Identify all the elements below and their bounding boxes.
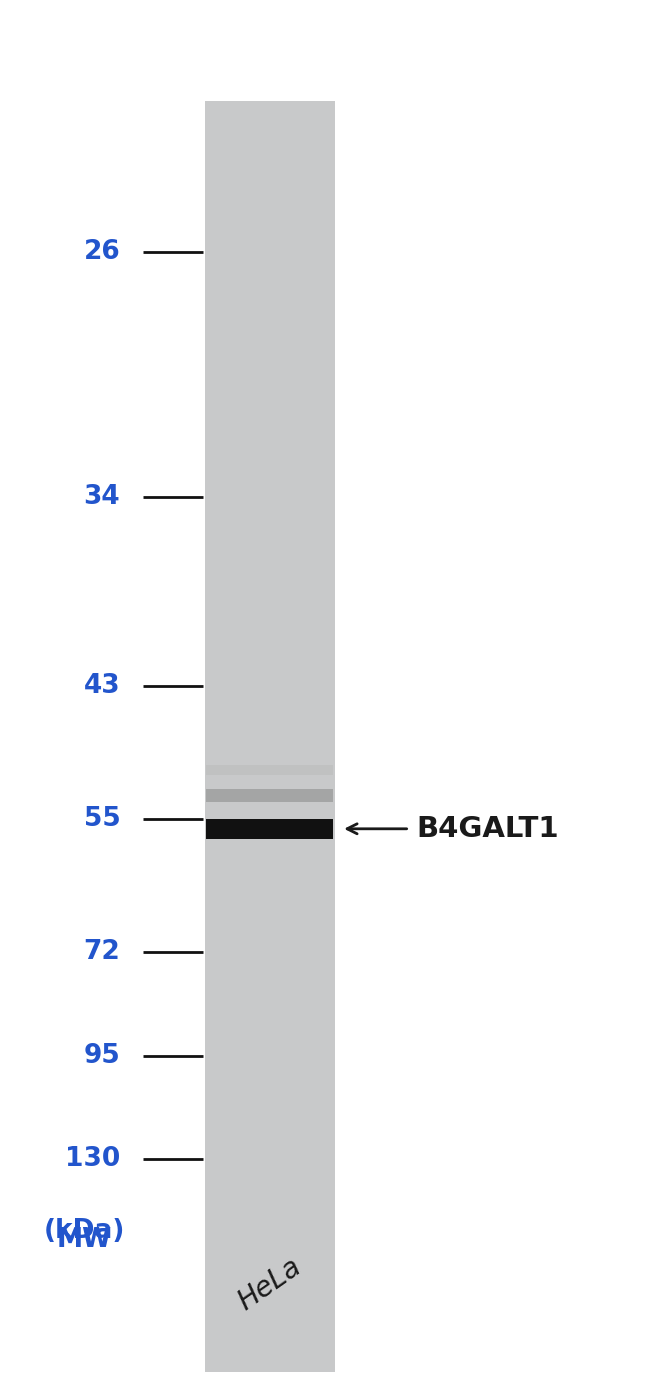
Bar	[206, 819, 333, 839]
Text: (kDa): (kDa)	[44, 1218, 125, 1245]
Text: 34: 34	[84, 484, 120, 510]
Bar	[206, 790, 333, 801]
Text: MW: MW	[57, 1226, 112, 1253]
Text: HeLa: HeLa	[233, 1253, 307, 1316]
Text: B4GALT1: B4GALT1	[416, 815, 558, 843]
Text: 26: 26	[83, 239, 120, 265]
Text: 95: 95	[83, 1043, 120, 1068]
Text: 130: 130	[65, 1147, 120, 1172]
Text: 43: 43	[84, 673, 120, 699]
Bar	[205, 101, 335, 1372]
Bar	[206, 764, 333, 776]
Text: 55: 55	[83, 806, 120, 832]
Text: 72: 72	[83, 939, 120, 965]
